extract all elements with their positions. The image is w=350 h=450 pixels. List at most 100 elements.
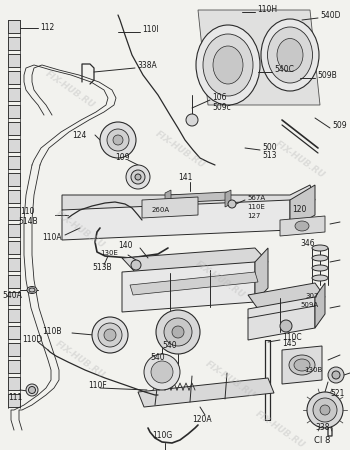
- Circle shape: [172, 326, 184, 338]
- Text: 521: 521: [330, 388, 344, 397]
- Circle shape: [228, 200, 236, 208]
- Text: FIX-HUB.RU: FIX-HUB.RU: [204, 360, 257, 400]
- Circle shape: [131, 260, 141, 270]
- Circle shape: [26, 384, 38, 396]
- Text: FIX-HUB.RU: FIX-HUB.RU: [43, 70, 97, 110]
- Text: 110I: 110I: [142, 26, 159, 35]
- Polygon shape: [8, 71, 20, 84]
- Ellipse shape: [261, 19, 319, 91]
- Text: FIX-HUB.RU: FIX-HUB.RU: [54, 340, 106, 380]
- Text: 540: 540: [150, 354, 164, 363]
- Polygon shape: [8, 360, 20, 373]
- Text: 124: 124: [72, 130, 86, 140]
- Polygon shape: [8, 241, 20, 254]
- Ellipse shape: [27, 287, 37, 293]
- Text: 110C: 110C: [282, 333, 302, 342]
- Text: 127: 127: [247, 213, 260, 219]
- Ellipse shape: [203, 34, 253, 96]
- Ellipse shape: [267, 27, 313, 83]
- Text: 130E: 130E: [100, 250, 118, 256]
- Polygon shape: [8, 394, 20, 407]
- Text: 140: 140: [118, 240, 133, 249]
- Text: 514B: 514B: [18, 216, 38, 225]
- Circle shape: [131, 170, 145, 184]
- Polygon shape: [8, 190, 20, 203]
- Ellipse shape: [312, 255, 328, 261]
- Text: 106: 106: [212, 94, 226, 103]
- Text: FIX-HUB.RU: FIX-HUB.RU: [274, 140, 327, 180]
- Ellipse shape: [213, 46, 243, 84]
- Text: 307: 307: [305, 293, 319, 299]
- Polygon shape: [282, 346, 322, 384]
- Polygon shape: [8, 207, 20, 220]
- Ellipse shape: [196, 25, 260, 105]
- Text: 110: 110: [20, 207, 34, 216]
- Circle shape: [144, 354, 180, 390]
- Text: 540D: 540D: [320, 12, 341, 21]
- Polygon shape: [8, 292, 20, 305]
- Text: 513: 513: [262, 150, 276, 159]
- Circle shape: [328, 367, 344, 383]
- Text: 110H: 110H: [257, 5, 277, 14]
- Polygon shape: [8, 37, 20, 50]
- Text: 110A: 110A: [42, 233, 62, 242]
- Ellipse shape: [289, 355, 315, 375]
- Text: 540A: 540A: [2, 291, 22, 300]
- Polygon shape: [255, 248, 268, 302]
- Circle shape: [280, 320, 292, 332]
- Text: 540: 540: [162, 341, 177, 350]
- Ellipse shape: [277, 39, 303, 72]
- Circle shape: [100, 122, 136, 158]
- Text: 109: 109: [115, 153, 130, 162]
- Polygon shape: [8, 105, 20, 118]
- Polygon shape: [248, 297, 315, 340]
- Text: FIX-HUB.RU: FIX-HUB.RU: [154, 130, 206, 171]
- Circle shape: [164, 318, 192, 346]
- Circle shape: [332, 371, 340, 379]
- Polygon shape: [138, 378, 274, 407]
- Text: 509A: 509A: [300, 302, 318, 308]
- Polygon shape: [8, 326, 20, 339]
- Polygon shape: [8, 343, 20, 356]
- Text: CI 8: CI 8: [314, 436, 330, 445]
- Polygon shape: [315, 283, 325, 328]
- Polygon shape: [8, 139, 20, 152]
- Polygon shape: [8, 275, 20, 288]
- Polygon shape: [290, 185, 315, 230]
- Text: 145: 145: [282, 339, 296, 348]
- Polygon shape: [198, 10, 320, 105]
- Polygon shape: [130, 272, 258, 295]
- Polygon shape: [8, 156, 20, 169]
- Polygon shape: [8, 54, 20, 67]
- Ellipse shape: [312, 245, 328, 251]
- Circle shape: [113, 135, 123, 145]
- Text: 338: 338: [315, 423, 329, 432]
- Circle shape: [135, 174, 141, 180]
- Polygon shape: [62, 200, 290, 240]
- Text: 110E: 110E: [247, 204, 265, 210]
- Polygon shape: [248, 283, 325, 309]
- Circle shape: [107, 129, 129, 151]
- Ellipse shape: [295, 221, 309, 231]
- Circle shape: [320, 405, 330, 415]
- Ellipse shape: [29, 288, 35, 292]
- Text: FIX-HUB.RU: FIX-HUB.RU: [194, 260, 246, 301]
- Circle shape: [104, 329, 116, 341]
- Text: 110G: 110G: [152, 431, 172, 440]
- Polygon shape: [8, 173, 20, 186]
- Circle shape: [98, 323, 122, 347]
- Text: 500: 500: [262, 143, 276, 152]
- Polygon shape: [280, 216, 325, 236]
- Polygon shape: [8, 88, 20, 101]
- Circle shape: [156, 310, 200, 354]
- Polygon shape: [168, 192, 228, 203]
- Circle shape: [151, 361, 173, 383]
- Text: 509: 509: [332, 122, 346, 130]
- Circle shape: [186, 114, 198, 126]
- Text: 567A: 567A: [247, 195, 265, 201]
- Text: 120A: 120A: [192, 415, 212, 424]
- Circle shape: [92, 317, 128, 353]
- Text: 509B: 509B: [317, 72, 337, 81]
- Text: 509c: 509c: [212, 104, 231, 112]
- Polygon shape: [142, 197, 198, 218]
